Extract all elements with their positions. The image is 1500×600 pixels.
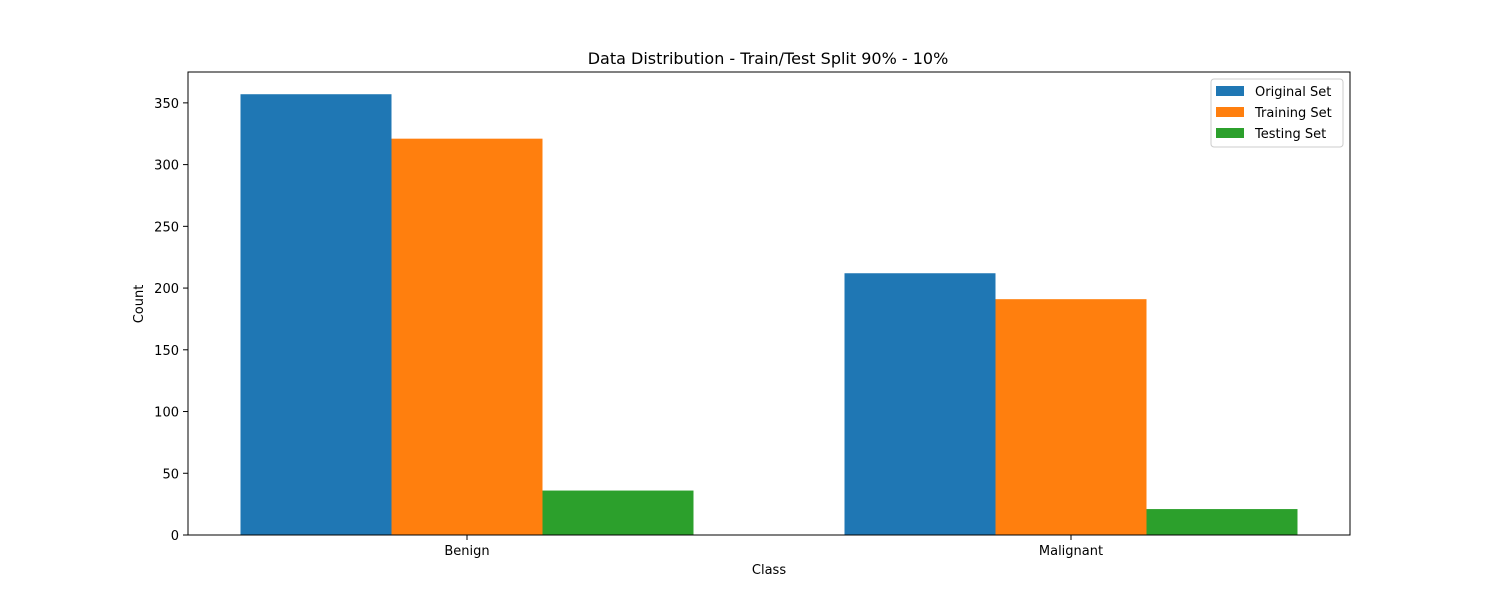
y-tick-label: 0 bbox=[171, 529, 179, 544]
chart-title: Data Distribution - Train/Test Split 90%… bbox=[588, 49, 949, 68]
bar-training-set-malignant bbox=[995, 299, 1147, 535]
legend-label: Training Set bbox=[1254, 106, 1332, 121]
y-axis-label: Count bbox=[132, 285, 147, 324]
y-tick-label: 200 bbox=[154, 282, 179, 297]
legend-swatch bbox=[1216, 107, 1244, 117]
x-axis: Benign Malignant bbox=[444, 535, 1103, 559]
bar-original-set-malignant bbox=[844, 273, 996, 535]
legend-swatch bbox=[1216, 128, 1244, 138]
bar-original-set-benign bbox=[240, 94, 392, 535]
y-tick-label: 300 bbox=[154, 159, 179, 174]
bar-training-set-benign bbox=[391, 138, 543, 535]
y-tick-label: 250 bbox=[154, 220, 179, 235]
x-axis-label: Class bbox=[752, 563, 786, 578]
x-tick-label: Benign bbox=[444, 544, 489, 559]
bars-layer bbox=[240, 94, 1298, 535]
bar-testing-set-malignant bbox=[1146, 509, 1298, 535]
legend: Original Set Training Set Testing Set bbox=[1210, 78, 1344, 148]
y-tick-label: 50 bbox=[162, 467, 179, 482]
y-tick-label: 100 bbox=[154, 406, 179, 421]
y-axis: 0 50 100 150 200 250 300 350 bbox=[154, 97, 188, 544]
plot-frame bbox=[187, 71, 1351, 536]
y-tick-label: 350 bbox=[154, 97, 179, 112]
legend-label: Original Set bbox=[1255, 85, 1331, 100]
x-tick-label: Malignant bbox=[1039, 544, 1103, 559]
legend-swatch bbox=[1216, 86, 1244, 96]
bar-testing-set-benign bbox=[542, 490, 694, 535]
y-tick-label: 150 bbox=[154, 344, 179, 359]
legend-label: Testing Set bbox=[1254, 127, 1326, 142]
